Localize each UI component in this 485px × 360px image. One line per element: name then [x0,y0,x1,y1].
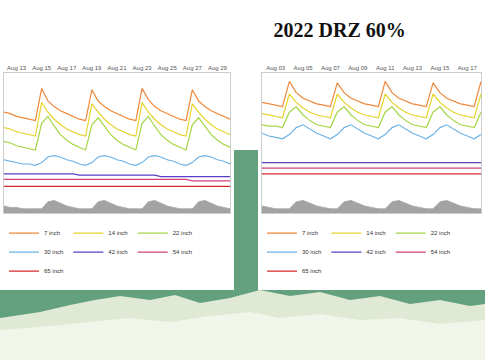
svg-text:7 inch: 7 inch [302,230,318,236]
svg-text:54 inch: 54 inch [431,249,450,255]
svg-text:54 inch: 54 inch [173,249,192,255]
svg-text:2022 DRZ 60%: 2022 DRZ 60% [274,19,406,41]
svg-text:Aug 13: Aug 13 [7,65,27,71]
svg-text:Aug 19: Aug 19 [82,65,102,71]
svg-text:42 inch: 42 inch [366,249,385,255]
svg-text:22 inch: 22 inch [173,230,192,236]
svg-text:7 inch: 7 inch [44,230,60,236]
svg-text:Aug 17: Aug 17 [458,65,478,71]
svg-text:30 inch: 30 inch [302,249,321,255]
svg-text:Aug 09: Aug 09 [348,65,368,71]
svg-text:65 inch: 65 inch [44,268,63,274]
svg-text:65 inch: 65 inch [302,268,321,274]
svg-text:42 inch: 42 inch [108,249,127,255]
svg-text:Aug 03: Aug 03 [266,65,286,71]
svg-text:Aug 15: Aug 15 [32,65,52,71]
svg-text:Aug 23: Aug 23 [133,65,153,71]
svg-text:Aug 13: Aug 13 [403,65,423,71]
svg-text:Aug 15: Aug 15 [430,65,450,71]
svg-text:Aug 21: Aug 21 [107,65,127,71]
svg-text:Aug 27: Aug 27 [183,65,203,71]
svg-text:Aug 29: Aug 29 [208,65,228,71]
svg-text:14 inch: 14 inch [108,230,127,236]
svg-text:14 inch: 14 inch [366,230,385,236]
svg-text:22 inch: 22 inch [431,230,450,236]
svg-text:Aug 25: Aug 25 [158,65,178,71]
svg-text:Aug 17: Aug 17 [57,65,77,71]
svg-text:Aug 07: Aug 07 [321,65,341,71]
svg-text:Aug 11: Aug 11 [376,65,395,71]
svg-text:Aug 05: Aug 05 [294,65,314,71]
svg-text:30 inch: 30 inch [44,249,63,255]
